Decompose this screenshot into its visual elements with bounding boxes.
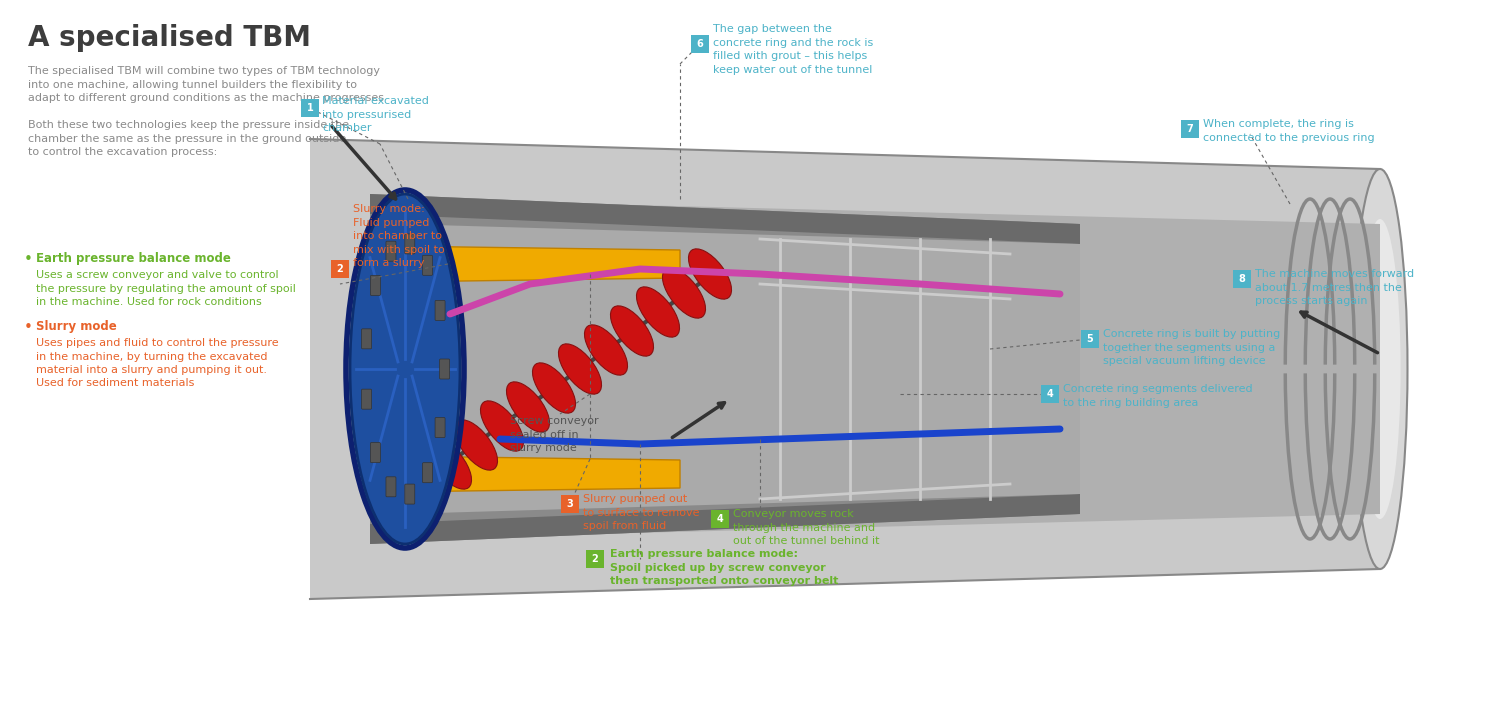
Ellipse shape — [1359, 219, 1401, 519]
FancyBboxPatch shape — [435, 417, 445, 438]
Text: Material excavated
into pressurised
chamber: Material excavated into pressurised cham… — [322, 96, 429, 133]
Text: 4: 4 — [717, 514, 723, 524]
Text: 3: 3 — [567, 499, 573, 509]
Ellipse shape — [688, 249, 732, 299]
FancyBboxPatch shape — [423, 463, 432, 483]
Ellipse shape — [610, 306, 654, 356]
Text: to control the excavation process:: to control the excavation process: — [28, 147, 218, 157]
Text: Earth pressure balance mode:
Spoil picked up by screw conveyor
then transported : Earth pressure balance mode: Spoil picke… — [610, 549, 839, 586]
Text: in the machine. Used for rock conditions: in the machine. Used for rock conditions — [36, 297, 261, 307]
FancyBboxPatch shape — [386, 477, 396, 497]
FancyBboxPatch shape — [711, 510, 729, 528]
Text: Slurry mode:
Fluid pumped
into chamber to
mix with spoil to
form a slurry: Slurry mode: Fluid pumped into chamber t… — [352, 204, 444, 268]
FancyBboxPatch shape — [302, 99, 320, 117]
Ellipse shape — [585, 325, 627, 375]
Text: Concrete ring segments delivered
to the ring building area: Concrete ring segments delivered to the … — [1064, 384, 1252, 408]
FancyBboxPatch shape — [405, 234, 416, 254]
Polygon shape — [390, 456, 680, 492]
Text: When complete, the ring is
connected to the previous ring: When complete, the ring is connected to … — [1203, 119, 1374, 143]
FancyBboxPatch shape — [692, 35, 709, 53]
Ellipse shape — [429, 439, 471, 489]
Ellipse shape — [558, 344, 602, 394]
Polygon shape — [370, 194, 1080, 244]
Text: 7: 7 — [1186, 124, 1194, 134]
Polygon shape — [390, 246, 680, 282]
FancyBboxPatch shape — [332, 260, 350, 278]
Text: Used for sediment materials: Used for sediment materials — [36, 379, 195, 389]
Text: Screw conveyor
sealed off in
slurry mode: Screw conveyor sealed off in slurry mode — [510, 416, 598, 453]
FancyBboxPatch shape — [440, 359, 450, 379]
Polygon shape — [310, 139, 1380, 599]
FancyBboxPatch shape — [1233, 270, 1251, 288]
Text: 2: 2 — [336, 264, 344, 274]
Text: Uses pipes and fluid to control the pressure: Uses pipes and fluid to control the pres… — [36, 338, 279, 348]
Text: material into a slurry and pumping it out.: material into a slurry and pumping it ou… — [36, 365, 267, 375]
FancyBboxPatch shape — [362, 329, 372, 349]
Text: Conveyor moves rock
through the machine and
out of the tunnel behind it: Conveyor moves rock through the machine … — [734, 509, 879, 546]
Text: The machine moves forward
about 1.7 metres then the
process starts again: The machine moves forward about 1.7 metr… — [1256, 269, 1414, 306]
FancyBboxPatch shape — [386, 241, 396, 261]
Text: the pressure by regulating the amount of spoil: the pressure by regulating the amount of… — [36, 284, 296, 294]
Text: 6: 6 — [696, 39, 703, 49]
Text: Concrete ring is built by putting
together the segments using a
special vacuum l: Concrete ring is built by putting togeth… — [1102, 329, 1280, 366]
Ellipse shape — [350, 194, 460, 544]
FancyBboxPatch shape — [1180, 120, 1198, 138]
Text: 1: 1 — [306, 103, 314, 113]
Polygon shape — [370, 194, 1080, 544]
Ellipse shape — [663, 268, 705, 318]
Text: Both these two technologies keep the pressure inside the: Both these two technologies keep the pre… — [28, 120, 350, 130]
Ellipse shape — [480, 401, 524, 451]
Text: 4: 4 — [1047, 389, 1053, 399]
Ellipse shape — [532, 363, 576, 413]
FancyBboxPatch shape — [1041, 385, 1059, 403]
Text: •: • — [24, 252, 33, 267]
FancyBboxPatch shape — [370, 443, 381, 463]
FancyBboxPatch shape — [362, 389, 372, 409]
FancyBboxPatch shape — [435, 301, 445, 320]
Text: in the machine, by turning the excavated: in the machine, by turning the excavated — [36, 351, 267, 361]
FancyBboxPatch shape — [1082, 330, 1100, 348]
Text: adapt to different ground conditions as the machine progresses: adapt to different ground conditions as … — [28, 93, 384, 103]
Ellipse shape — [1353, 169, 1407, 569]
Polygon shape — [400, 224, 1080, 514]
FancyBboxPatch shape — [405, 484, 416, 504]
Text: Uses a screw conveyor and valve to control: Uses a screw conveyor and valve to contr… — [36, 270, 279, 280]
Text: 8: 8 — [1239, 274, 1245, 284]
FancyBboxPatch shape — [423, 256, 432, 275]
Text: 2: 2 — [591, 554, 598, 564]
Text: 5: 5 — [1086, 334, 1094, 344]
Ellipse shape — [454, 420, 498, 470]
Text: chamber the same as the pressure in the ground outside,: chamber the same as the pressure in the … — [28, 134, 350, 144]
Text: Slurry pumped out
to surface to remove
spoil from fluid: Slurry pumped out to surface to remove s… — [584, 494, 699, 532]
Text: Slurry mode: Slurry mode — [36, 320, 117, 333]
FancyBboxPatch shape — [586, 550, 604, 568]
Text: into one machine, allowing tunnel builders the flexibility to: into one machine, allowing tunnel builde… — [28, 80, 357, 89]
Polygon shape — [400, 199, 1380, 539]
Polygon shape — [370, 494, 1080, 544]
Text: The specialised TBM will combine two types of TBM technology: The specialised TBM will combine two typ… — [28, 66, 380, 76]
Ellipse shape — [507, 382, 549, 432]
FancyBboxPatch shape — [370, 275, 381, 296]
Text: The gap between the
concrete ring and the rock is
filled with grout – this helps: The gap between the concrete ring and th… — [712, 24, 873, 75]
FancyBboxPatch shape — [561, 495, 579, 513]
Text: •: • — [24, 320, 33, 335]
Text: A specialised TBM: A specialised TBM — [28, 24, 310, 52]
Text: Earth pressure balance mode: Earth pressure balance mode — [36, 252, 231, 265]
Ellipse shape — [636, 287, 680, 337]
